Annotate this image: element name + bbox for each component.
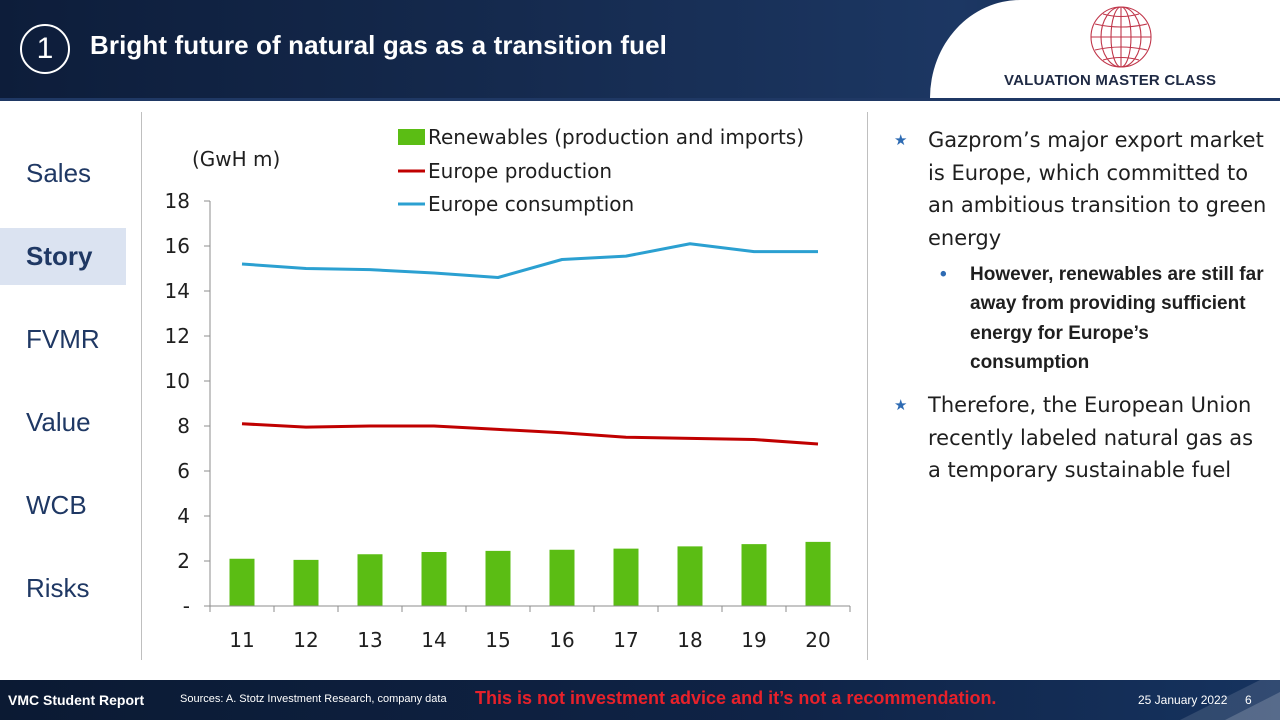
star-bullet-icon: ★	[894, 131, 908, 149]
y-tick-label: 10	[165, 369, 190, 393]
bullet-1-text: Gazprom’s major export market is Europe,…	[928, 128, 1267, 250]
y-tick-label: 4	[177, 504, 190, 528]
sub-bullet-text: However, renewables are still far away f…	[970, 264, 1264, 373]
renewables-bar	[549, 549, 575, 606]
bullet-2: ★ Therefore, the European Union recently…	[890, 389, 1270, 487]
commentary: ★ Gazprom’s major export market is Europ…	[890, 124, 1270, 487]
sidebar-item-label: Story	[26, 241, 93, 271]
x-tick-label: 12	[293, 628, 318, 652]
renewables-bar	[677, 546, 703, 606]
sidebar-item-story[interactable]: Story	[0, 228, 126, 285]
sidebar-item-risks[interactable]: Risks	[0, 560, 126, 617]
x-tick-label: 17	[613, 628, 638, 652]
sidebar-item-fvmr[interactable]: FVMR	[0, 311, 126, 368]
production-line	[241, 422, 819, 446]
star-bullet-icon: ★	[894, 396, 908, 415]
chart-left-divider	[141, 112, 142, 660]
report-date: 25 January 2022	[1138, 693, 1228, 707]
renewables-bar	[485, 550, 511, 606]
y-axis-label: (GwH m)	[192, 147, 280, 171]
x-tick-label: 20	[805, 628, 830, 652]
y-tick-label: 2	[177, 549, 190, 573]
x-tick-label: 19	[741, 628, 766, 652]
sidebar-item-label: Risks	[26, 573, 90, 603]
chart-area: (GwH m) - 2 4 6 8 10 12 14 16 18 11 12 13 14 15 16 17 18…	[165, 125, 851, 652]
sidebar-item-value[interactable]: Value	[0, 394, 126, 451]
header-divider	[0, 98, 1280, 101]
renewables-bar	[229, 558, 255, 606]
y-tick-label: 12	[165, 324, 190, 348]
bullet-1: ★ Gazprom’s major export market is Europ…	[890, 124, 1270, 254]
consumption-line	[241, 242, 818, 279]
x-tick-label: 14	[421, 628, 446, 652]
renewables-bar	[421, 552, 447, 606]
sub-bullet: • However, renewables are still far away…	[940, 260, 1270, 377]
logo-text: VALUATION MASTER CLASS	[1004, 72, 1217, 89]
renewables-bar	[613, 548, 639, 606]
x-tick-label: 15	[485, 628, 510, 652]
logo-panel	[930, 0, 1280, 98]
sidebar-item-sales[interactable]: Sales	[0, 145, 126, 202]
sidebar-item-label: Value	[26, 407, 91, 437]
dot-bullet-icon: •	[940, 264, 947, 285]
renewables-bar	[357, 554, 383, 606]
y-tick-label: 14	[165, 279, 190, 303]
sidebar-item-label: Sales	[26, 158, 92, 188]
y-tick-label: 16	[165, 234, 190, 258]
renewables-bar	[805, 541, 831, 606]
globe-logo-icon	[1090, 6, 1152, 68]
legend-label-renewables: Renewables (production and imports)	[428, 125, 804, 149]
slide-number: 1	[20, 24, 70, 74]
chart-right-divider	[867, 112, 868, 660]
legend-swatch-renewables	[398, 129, 425, 145]
sources-note: Sources: A. Stotz Investment Research, c…	[180, 693, 447, 705]
page-number: 6	[1245, 693, 1252, 707]
y-tick-label: 6	[177, 459, 190, 483]
x-tick-label: 11	[229, 628, 254, 652]
y-tick-label: -	[183, 594, 190, 618]
sidebar-item-label: WCB	[26, 490, 87, 520]
slide-title: Bright future of natural gas as a transi…	[90, 30, 667, 60]
legend-label-consumption: Europe consumption	[428, 192, 634, 216]
legend-label-production: Europe production	[428, 159, 612, 183]
sidebar-item-label: FVMR	[26, 324, 100, 354]
x-tick-label: 18	[677, 628, 702, 652]
y-tick-label: 8	[177, 414, 190, 438]
slide-footer: VMC Student Report Sources: A. Stotz Inv…	[0, 680, 1280, 720]
sidebar-item-wcb[interactable]: WCB	[0, 477, 126, 534]
bullet-2-text: Therefore, the European Union recently l…	[928, 393, 1254, 483]
x-tick-label: 16	[549, 628, 574, 652]
footer-decoration	[1180, 680, 1280, 720]
report-label: VMC Student Report	[8, 692, 145, 708]
slide-header: 1 Bright future of natural gas as a tran…	[0, 0, 1280, 98]
y-tick-label: 18	[165, 189, 190, 213]
renewables-bar	[741, 544, 767, 606]
x-tick-label: 13	[357, 628, 382, 652]
disclaimer: This is not investment advice and it’s n…	[475, 688, 997, 708]
renewables-bar	[293, 559, 319, 606]
